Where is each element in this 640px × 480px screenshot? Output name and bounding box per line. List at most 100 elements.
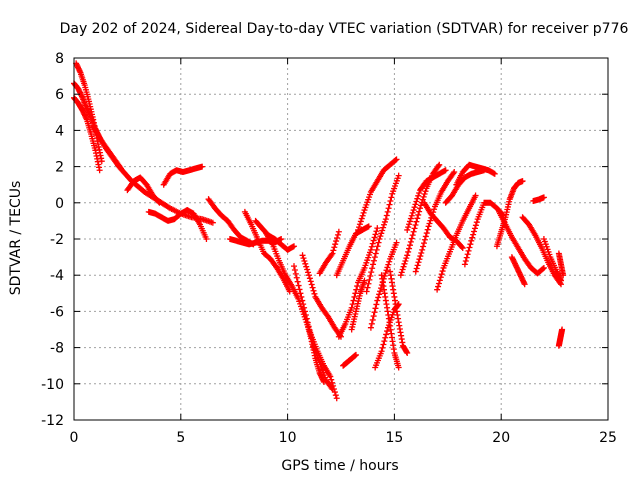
data-point [410,207,417,214]
data-point [379,344,386,351]
data-point [431,206,438,213]
x-tick-label: 20 [492,430,510,446]
data-point [377,288,384,295]
data-point [332,241,339,248]
data-point [334,231,341,238]
data-point [417,253,424,260]
data-point [300,255,307,262]
data-point [380,224,387,231]
series-arc33 [453,161,498,188]
x-tick-label: 0 [70,430,79,446]
data-point [356,221,363,228]
data-point [301,257,308,264]
data-point [374,225,381,232]
data-point [370,313,377,320]
data-point [302,312,309,319]
data-point [117,164,124,171]
data-point [395,172,402,179]
data-point [297,290,304,297]
data-point [361,277,368,284]
data-point [381,221,388,228]
data-point [383,331,390,338]
data-point [414,262,421,269]
y-tick-label: 0 [55,196,64,212]
data-point [422,233,429,240]
data-point [413,218,420,225]
data-point [367,272,374,279]
data-point [369,316,376,323]
data-point [300,301,307,308]
data-point [472,192,479,199]
data-point [359,212,366,219]
series-arc21 [355,156,400,233]
series-arc41 [555,250,567,279]
data-point [376,236,383,242]
data-point [408,235,415,242]
series-arc11 [241,208,293,295]
data-point [369,240,376,247]
data-point [404,350,411,357]
data-point [393,239,400,246]
data-point [471,225,478,232]
data-point [411,225,418,232]
data-series [71,60,567,402]
data-point [382,334,389,341]
data-point [375,239,382,246]
data-point [458,244,465,251]
series-arc03 [71,94,103,174]
data-point [465,247,472,254]
data-point [291,263,298,270]
data-point [421,236,428,243]
data-point [540,264,547,271]
data-point [416,189,423,196]
data-point [427,217,434,224]
data-point [450,170,457,177]
series-arc16 [316,228,342,277]
data-point [330,247,337,254]
series-arc06 [160,163,206,188]
data-point [155,198,162,205]
series-arc14 [299,252,344,340]
data-point [357,218,364,225]
data-point [366,276,373,283]
data-point [471,228,478,235]
data-point [406,245,413,252]
data-point [308,281,315,288]
data-point [376,291,383,298]
data-point [468,237,475,244]
data-point [370,261,377,268]
data-point [439,268,446,275]
data-point [296,286,303,293]
series-arc22 [363,172,402,295]
series-arc35 [493,178,526,250]
data-point [209,219,216,226]
data-point [298,293,305,300]
data-point [415,211,422,218]
data-point [473,219,480,226]
data-point [382,270,389,277]
series-arc01 [71,80,216,226]
data-point [384,264,391,271]
data-point [365,280,372,287]
data-point [416,208,423,215]
data-point [371,234,378,241]
data-point [291,267,298,274]
data-point [436,277,443,284]
data-point [309,284,316,291]
data-point [413,265,420,272]
data-point [463,254,470,261]
data-point [411,204,418,211]
data-point [374,243,381,250]
data-point [363,288,370,295]
y-tick-label: 6 [55,87,64,103]
data-point [333,238,340,245]
series-arc15 [303,319,327,385]
data-point [435,283,442,290]
series-arc36 [496,208,547,277]
data-point [461,261,468,268]
data-point [373,228,380,235]
data-point [382,216,389,223]
data-point [369,265,376,272]
data-point [335,228,342,235]
data-point [406,221,413,228]
